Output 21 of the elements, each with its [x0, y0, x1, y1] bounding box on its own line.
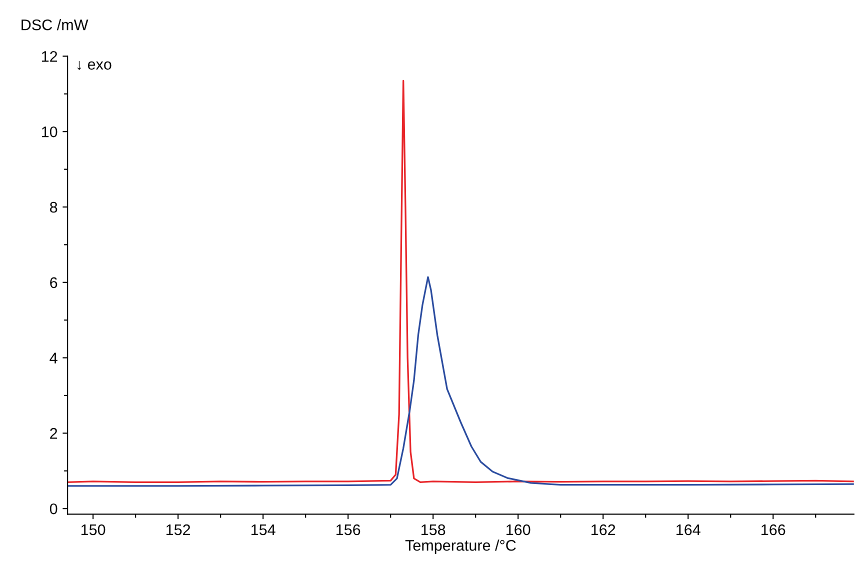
y-tick-label: 4	[50, 352, 58, 364]
line-series	[68, 276, 854, 487]
x-tick-label: 152	[166, 524, 190, 536]
annotation: ↓ exo	[77, 60, 112, 70]
x-axis-title: Temperature /°C	[405, 540, 516, 554]
y-tick-label: 8	[50, 202, 58, 213]
x-tick-label: 164	[676, 524, 700, 536]
line-series	[68, 80, 854, 484]
x-tick-label: 162	[592, 524, 616, 536]
x-tick-label: 150	[81, 524, 106, 536]
y-tick-label: 0	[50, 503, 58, 514]
x-tick-label: 156	[336, 524, 360, 536]
y-tick-label: 2	[50, 428, 58, 439]
y-tick-label: 10	[42, 126, 58, 138]
x-tick-label: 160	[506, 524, 530, 536]
x-tick-label: 154	[251, 524, 276, 536]
y-tick-label: 12	[42, 51, 58, 62]
x-tick-label: 166	[762, 524, 786, 536]
x-tick-label: 158	[422, 524, 446, 536]
y-tick-label: 6	[50, 277, 58, 288]
y-axis-title: DSC /mW	[22, 19, 88, 30]
